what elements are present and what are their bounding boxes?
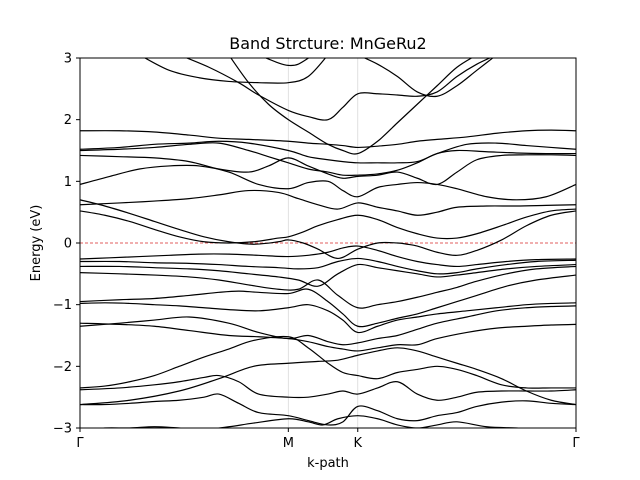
band-line-7 — [80, 305, 576, 346]
y-tick-label: 3 — [64, 52, 72, 67]
x-tick-label: Γ — [572, 436, 580, 451]
band-line-4 — [80, 335, 576, 389]
band-line-18 — [80, 154, 576, 186]
band-line-11 — [80, 263, 576, 287]
band-line-8 — [80, 302, 576, 334]
band-line-21 — [80, 129, 576, 149]
band-line-15 — [80, 208, 576, 244]
x-tick-label: K — [353, 436, 362, 451]
y-axis-label: Energy (eV) — [29, 205, 44, 282]
y-tick-label: 2 — [64, 113, 72, 128]
x-tick-label: M — [283, 436, 294, 451]
y-tick-label: −1 — [53, 298, 72, 313]
band-line-3 — [80, 374, 576, 401]
band-line-10 — [80, 265, 576, 309]
band-line-12 — [80, 257, 576, 275]
band-line-20 — [80, 140, 576, 164]
band-line-9 — [80, 274, 576, 328]
y-axis-ticks: −3 −2 −1 0 1 2 3 — [53, 52, 80, 437]
x-tick-label: Γ — [76, 436, 84, 451]
band-line-14 — [80, 199, 576, 260]
y-tick-label: −2 — [53, 360, 72, 375]
band-line-22 — [230, 58, 473, 155]
band-line-26 — [363, 58, 494, 98]
band-line-24 — [143, 58, 327, 84]
band-line-25 — [264, 58, 310, 67]
band-line-5 — [80, 347, 576, 406]
band-line-19 — [80, 142, 576, 177]
band-line-6 — [80, 322, 576, 352]
band-line-13 — [80, 245, 576, 268]
y-tick-label: 0 — [64, 237, 72, 252]
band-line-23 — [185, 58, 492, 121]
bands — [80, 58, 576, 428]
band-line-2 — [80, 393, 576, 426]
band-line-17 — [80, 164, 576, 201]
chart-title: Band Strcture: MnGeRu2 — [229, 34, 426, 53]
band-line-1 — [98, 415, 532, 428]
y-tick-label: −3 — [53, 422, 72, 437]
band-line-16 — [80, 189, 576, 216]
y-tick-label: 1 — [64, 175, 72, 190]
x-axis-label: k-path — [307, 456, 349, 471]
